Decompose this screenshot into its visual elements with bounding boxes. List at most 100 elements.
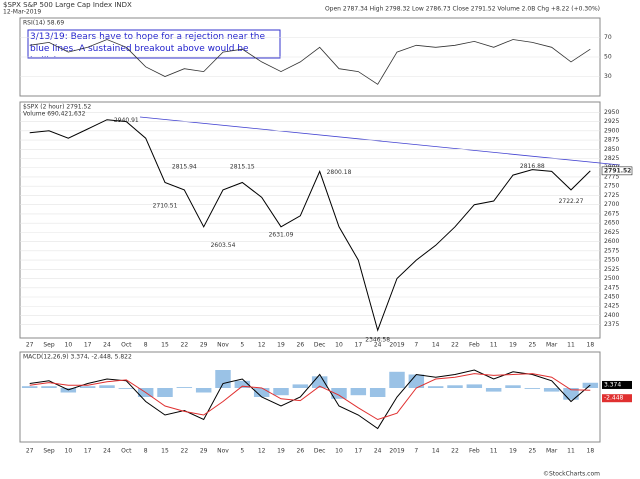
- x-tick-label: 11: [490, 342, 498, 349]
- x-tick-label-bottom: 2019: [389, 448, 404, 455]
- x-tick-label: 27: [26, 342, 34, 349]
- point-label: 2940.91: [114, 117, 139, 124]
- x-tick-label: 2019: [389, 342, 404, 349]
- x-tick-label: 18: [587, 342, 595, 349]
- x-tick-label-bottom: 11: [490, 448, 498, 455]
- y-tick-label: 50: [604, 54, 612, 61]
- y-tick-label: 2625: [604, 229, 619, 236]
- y-tick-label: 2575: [604, 247, 619, 254]
- x-tick-label-bottom: 10: [65, 448, 73, 455]
- x-tick-label-bottom: 24: [103, 448, 111, 455]
- histogram-bar: [524, 388, 541, 389]
- annotation: 3/13/19: Bears have to hope for a reject…: [30, 32, 266, 57]
- x-tick-label-bottom: 19: [277, 448, 285, 455]
- x-tick-label-bottom: 29: [200, 448, 208, 455]
- x-tick-label-bottom: Nov: [217, 448, 229, 455]
- point-label: 2722.27: [559, 198, 584, 205]
- annotation-box: [27, 29, 281, 59]
- x-tick-label-bottom: 14: [432, 448, 440, 455]
- x-tick-label-bottom: 22: [451, 448, 459, 455]
- y-tick-label: 2450: [604, 294, 619, 301]
- x-tick-label-bottom: 5: [240, 448, 244, 455]
- y-tick-label: 2500: [604, 275, 619, 282]
- histogram-bar: [215, 370, 231, 388]
- histogram-bar: [234, 380, 251, 388]
- point-label: 2710.51: [153, 202, 178, 209]
- x-tick-label: 10: [65, 342, 73, 349]
- panel-title: RSI(14) 58.69: [23, 20, 64, 27]
- x-tick-label-bottom: 7: [414, 448, 418, 455]
- y-tick-label: 2750: [604, 183, 619, 190]
- macd-panel: [19, 351, 601, 443]
- y-tick-label: 2900: [604, 127, 619, 134]
- histogram-bar: [369, 388, 386, 397]
- y-tick-label: 2550: [604, 257, 619, 264]
- y-tick-label: 2475: [604, 284, 619, 291]
- y-tick-label: 2375: [604, 321, 619, 328]
- point-label: 2603.54: [211, 242, 236, 249]
- x-tick-label: Oct: [121, 342, 132, 349]
- histogram-bar: [273, 388, 289, 396]
- x-tick-label-bottom: 17: [355, 448, 363, 455]
- x-tick-label: Mar: [546, 342, 558, 349]
- x-tick-label: 15: [161, 342, 169, 349]
- x-tick-label: 25: [529, 342, 537, 349]
- date: 12-Mar-2019: [3, 9, 41, 16]
- last-price-label: 2791.52: [604, 167, 631, 174]
- x-tick-label: 12: [258, 342, 266, 349]
- x-tick-label-bottom: 27: [26, 448, 34, 455]
- histogram-bar: [21, 386, 38, 388]
- x-tick-label-bottom: Sep: [43, 448, 55, 455]
- y-tick-label: 2425: [604, 303, 619, 310]
- histogram-bar: [157, 388, 173, 397]
- histogram-bar: [389, 371, 405, 388]
- histogram-bar: [350, 388, 367, 396]
- last-value-label: -2.448: [604, 395, 624, 402]
- annotation-text: 3/13/19: Bears have to hope for a reject…: [30, 32, 266, 57]
- histogram-bar: [311, 376, 328, 388]
- y-tick-label: 2650: [604, 220, 619, 227]
- histogram-bar: [331, 388, 347, 399]
- y-tick-label: 2875: [604, 137, 619, 144]
- histogram-bar: [408, 374, 425, 388]
- x-tick-label: Nov: [217, 342, 229, 349]
- point-label: 2346.58: [365, 337, 390, 344]
- x-tick-label-bottom: 11: [567, 448, 575, 455]
- x-tick-label-bottom: 10: [335, 448, 343, 455]
- symbol: $SPX S&P 500 Large Cap Index INDX: [3, 1, 132, 9]
- y-tick-label: 2600: [604, 238, 619, 245]
- price-panel: [19, 101, 601, 339]
- histogram-bar: [176, 387, 193, 388]
- x-tick-label-bottom: 25: [529, 448, 537, 455]
- y-tick-label: 70: [604, 34, 612, 41]
- x-tick-label-bottom: 15: [161, 448, 169, 455]
- histogram-bar: [447, 385, 463, 388]
- x-tick-label-bottom: 12: [258, 448, 266, 455]
- point-label: 2816.88: [520, 163, 545, 170]
- histogram-bar: [41, 386, 57, 388]
- line: [29, 119, 591, 332]
- x-tick-label-bottom: 19: [509, 448, 517, 455]
- histogram-bar: [79, 386, 96, 388]
- trend-line: [139, 116, 621, 166]
- x-tick-label-bottom: 22: [181, 448, 189, 455]
- x-tick-label-bottom: 24: [374, 448, 382, 455]
- histogram-bar: [427, 386, 444, 388]
- histogram-bar: [253, 388, 270, 397]
- x-tick-label-bottom: Dec: [314, 448, 326, 455]
- point-label: 2815.15: [230, 164, 255, 171]
- last-value-box: [602, 380, 632, 389]
- x-tick-label: 24: [374, 342, 382, 349]
- x-tick-label-bottom: 18: [587, 448, 595, 455]
- quote: Open 2787.34 High 2798.32 Low 2786.73 Cl…: [325, 6, 600, 13]
- y-tick-label: 2525: [604, 266, 619, 273]
- last-price-box: [601, 166, 633, 176]
- y-tick-label: 2675: [604, 210, 619, 217]
- y-tick-label: 30: [604, 73, 612, 80]
- y-tick-label: 2700: [604, 201, 619, 208]
- x-tick-label: 22: [451, 342, 459, 349]
- point-label: 2815.94: [172, 163, 197, 170]
- histogram-bar: [292, 384, 309, 388]
